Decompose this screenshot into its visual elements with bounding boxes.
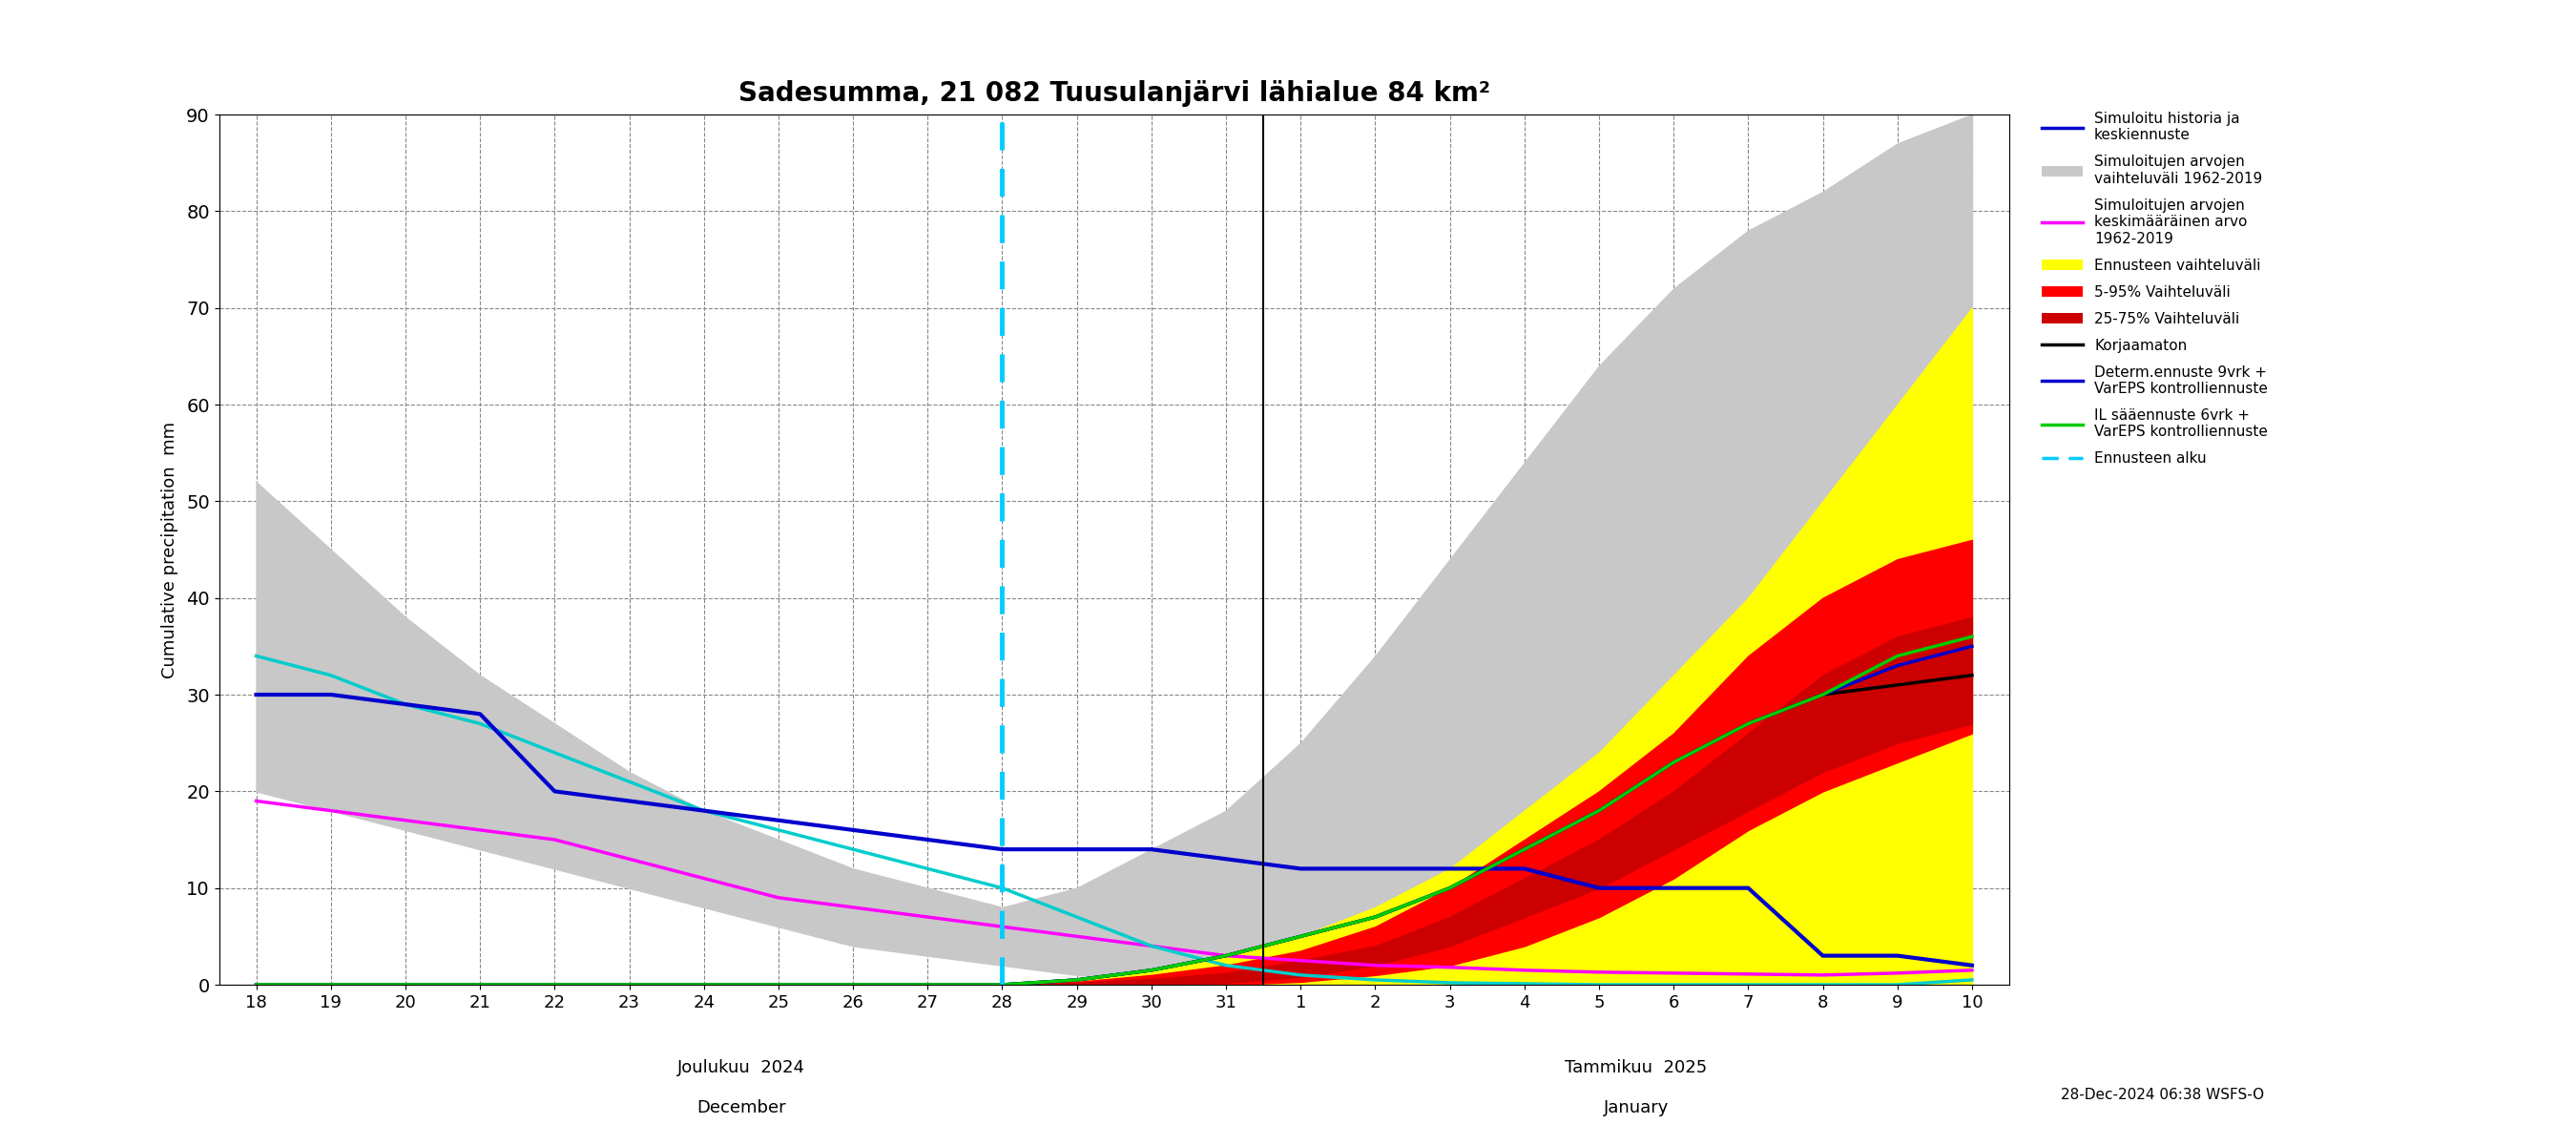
Text: January: January — [1605, 1099, 1669, 1116]
Text: December: December — [696, 1099, 786, 1116]
Text: Joulukuu  2024: Joulukuu 2024 — [677, 1059, 806, 1076]
Title: Sadesumma, 21 082 Tuusulanjärvi lähialue 84 km²: Sadesumma, 21 082 Tuusulanjärvi lähialue… — [739, 80, 1489, 106]
Text: 28-Dec-2024 06:38 WSFS-O: 28-Dec-2024 06:38 WSFS-O — [2061, 1088, 2264, 1101]
Y-axis label: Cumulative precipitation  mm: Cumulative precipitation mm — [160, 421, 178, 678]
Text: Tammikuu  2025: Tammikuu 2025 — [1566, 1059, 1708, 1076]
Legend: Simuloitu historia ja
keskiennuste, Simuloitujen arvojen
vaihteluväli 1962-2019,: Simuloitu historia ja keskiennuste, Simu… — [2035, 104, 2275, 473]
